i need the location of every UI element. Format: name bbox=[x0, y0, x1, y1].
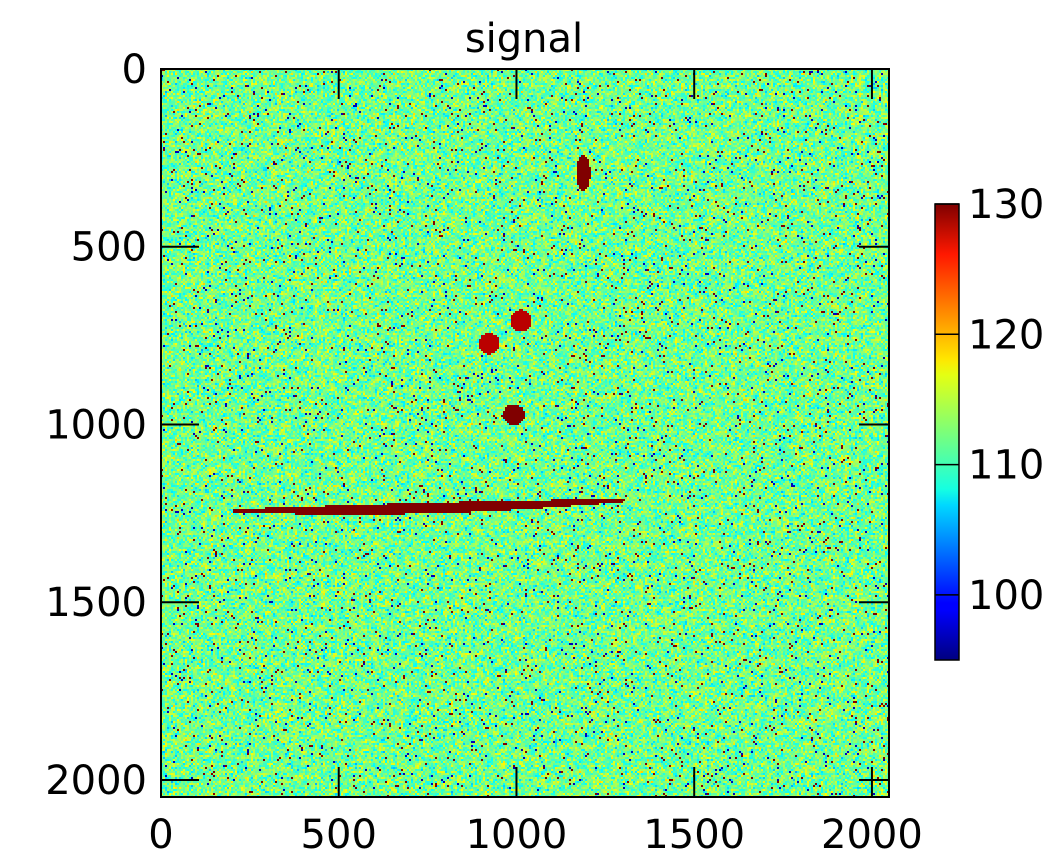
y-tick-label-4: 2000 bbox=[45, 758, 147, 804]
colorbar-tick-label-0: 100 bbox=[968, 573, 1044, 619]
colorbar-tick-label-1: 110 bbox=[968, 443, 1044, 489]
colorbar-axis: 100 110 120 130 bbox=[935, 182, 1044, 619]
y-tick-label-3: 1500 bbox=[45, 580, 147, 626]
colorbar-tick-label-3: 130 bbox=[968, 182, 1044, 228]
y-tick-label-0: 0 bbox=[122, 47, 147, 93]
heatmap-image bbox=[161, 69, 889, 797]
y-tick-label-1: 500 bbox=[71, 225, 147, 271]
y-tick-label-2: 1000 bbox=[45, 402, 147, 448]
x-tick-label-4: 2000 bbox=[821, 812, 923, 856]
heatmap-image-holder bbox=[161, 69, 889, 797]
x-tick-label-1: 500 bbox=[301, 812, 377, 856]
x-tick-label-3: 1500 bbox=[643, 812, 745, 856]
x-axis: 0 500 1000 1500 2000 bbox=[148, 69, 923, 856]
x-tick-label-0: 0 bbox=[148, 812, 173, 856]
plot-frame bbox=[160, 68, 890, 798]
y-axis: 0 500 1000 1500 2000 bbox=[45, 47, 889, 804]
colorbar bbox=[934, 203, 960, 661]
x-tick-label-2: 1000 bbox=[466, 812, 568, 856]
chart-title: signal bbox=[465, 16, 583, 62]
colorbar-tick-label-2: 120 bbox=[968, 312, 1044, 358]
